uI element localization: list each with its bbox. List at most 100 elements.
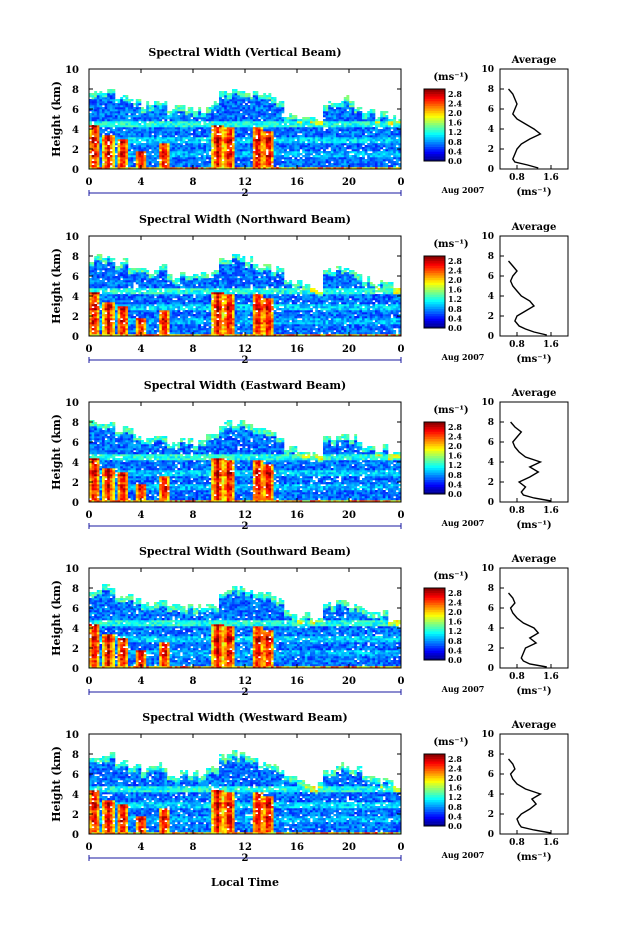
heatmap-cell: [336, 155, 339, 158]
heatmap-cell: [177, 123, 181, 126]
heatmap-cell: [89, 274, 92, 277]
heatmap-cell: [395, 133, 399, 136]
heatmap-cell: [112, 133, 116, 136]
heatmap-cell: [211, 167, 215, 170]
heatmap-cell: [107, 113, 111, 116]
heatmap-cell: [96, 296, 100, 299]
heatmap-cell: [343, 105, 347, 108]
colorbar-swatch: [424, 127, 445, 131]
heatmap-cell: [398, 137, 402, 140]
heatmap-cell: [203, 129, 207, 132]
heatmap-cell: [226, 113, 230, 116]
heatmap-cell: [143, 109, 147, 112]
heatmap-cell: [359, 157, 363, 160]
heatmap-cell: [104, 103, 108, 106]
heatmap-cell: [258, 135, 261, 138]
heatmap-cell: [130, 328, 134, 331]
heatmap-cell: [195, 149, 199, 152]
heatmap-cell: [174, 109, 178, 112]
heatmap-cell: [154, 139, 157, 142]
heatmap-cell: [135, 135, 139, 138]
heatmap-cell: [125, 298, 129, 301]
heatmap-cell: [375, 131, 378, 134]
heatmap-cell: [229, 149, 233, 152]
heatmap-cell: [112, 159, 116, 162]
heatmap-cell: [125, 268, 129, 271]
y-tick-label: 6: [72, 105, 79, 116]
heatmap-cell: [349, 159, 352, 162]
heatmap-cell: [154, 107, 157, 110]
heatmap-cell: [325, 105, 329, 108]
heatmap-cell: [278, 121, 282, 124]
heatmap-cell: [349, 163, 352, 166]
heatmap-cell: [156, 314, 160, 317]
heatmap-cell: [174, 149, 178, 152]
heatmap-cell: [180, 149, 183, 152]
heatmap-cell: [206, 147, 209, 150]
heatmap-cell: [104, 137, 108, 140]
heatmap-cell: [135, 133, 139, 136]
heatmap-cell: [364, 163, 368, 166]
heatmap-cell: [161, 105, 165, 108]
heatmap-cell: [190, 143, 194, 146]
heatmap-cell: [185, 117, 189, 120]
heatmap-cell: [102, 109, 105, 112]
heatmap-cell: [304, 119, 308, 122]
heatmap-cell: [247, 109, 251, 112]
heatmap-cell: [174, 115, 178, 118]
heatmap-cell: [346, 125, 350, 128]
heatmap-cell: [320, 161, 324, 164]
heatmap-cell: [112, 125, 116, 128]
heatmap-cell: [182, 141, 186, 144]
heatmap-cell: [135, 141, 139, 144]
heatmap-cell: [96, 262, 100, 265]
heatmap-cell: [125, 109, 129, 112]
heatmap-cell: [128, 141, 131, 144]
heatmap-cell: [245, 93, 248, 96]
heatmap-cell: [151, 145, 155, 148]
heatmap-cell: [172, 296, 176, 299]
heatmap-cell: [185, 143, 189, 146]
heatmap-cell: [148, 121, 152, 124]
heatmap-cell: [146, 292, 150, 295]
heatmap-cell: [369, 157, 373, 160]
heatmap-cell: [115, 306, 118, 309]
heatmap-cell: [141, 145, 144, 148]
heatmap-cell: [221, 167, 225, 170]
heatmap-cell: [364, 113, 368, 116]
heatmap-cell: [302, 145, 306, 148]
heatmap-cell: [310, 127, 313, 130]
heatmap-cell: [312, 137, 316, 140]
heatmap-cell: [317, 151, 321, 154]
heatmap-cell: [273, 117, 277, 120]
heatmap-cell: [146, 312, 150, 315]
heatmap-cell: [182, 165, 186, 168]
heatmap-cell: [164, 294, 168, 297]
heatmap-cell: [349, 101, 352, 104]
heatmap-cell: [320, 145, 324, 148]
heatmap-cell: [338, 139, 342, 142]
heatmap-cell: [104, 330, 108, 333]
heatmap-cell: [333, 125, 337, 128]
heatmap-cell: [232, 123, 235, 126]
heatmap-cell: [247, 101, 251, 104]
heatmap-cell: [143, 111, 147, 114]
heatmap-cell: [390, 131, 394, 134]
heatmap-cell: [135, 111, 139, 114]
heatmap-cell: [117, 107, 121, 110]
heatmap-cell: [133, 153, 137, 156]
heatmap-cell: [393, 131, 397, 134]
heatmap-cell: [161, 145, 165, 148]
heatmap-cell: [172, 292, 176, 295]
heatmap-cell: [359, 115, 363, 118]
heatmap-cell: [193, 155, 196, 158]
heatmap-cell: [263, 109, 267, 112]
heatmap-cell: [395, 125, 399, 128]
heatmap-cell: [185, 119, 189, 122]
heatmap-cell: [260, 107, 264, 110]
heatmap-cell: [138, 117, 142, 120]
heatmap-cell: [216, 149, 220, 152]
heatmap-cell: [273, 139, 277, 142]
heatmap-cell: [128, 129, 131, 132]
heatmap-cell: [216, 155, 220, 158]
